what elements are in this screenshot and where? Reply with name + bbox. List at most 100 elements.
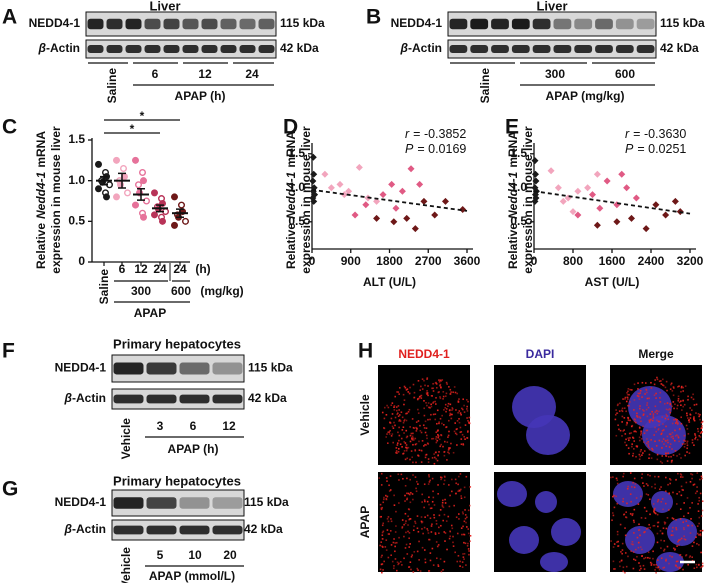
speckle — [422, 532, 424, 535]
x-tick-label: 0 — [531, 254, 538, 268]
speckle — [700, 421, 703, 424]
speckle — [614, 418, 617, 421]
speckle — [646, 397, 649, 400]
speckle — [701, 562, 704, 565]
speckle — [649, 557, 651, 560]
speckle — [634, 418, 637, 421]
speckle — [432, 387, 435, 390]
speckle — [656, 513, 659, 516]
speckle — [412, 383, 415, 386]
speckle — [412, 432, 414, 435]
speckle — [624, 552, 627, 554]
significance-label: * — [130, 122, 135, 136]
speckle — [383, 417, 386, 420]
speckle — [445, 408, 448, 410]
data-point — [596, 204, 604, 212]
speckle — [457, 475, 460, 478]
speckle — [440, 434, 443, 437]
speckle — [699, 413, 701, 416]
speckle — [426, 500, 429, 503]
speckle — [383, 406, 386, 409]
speckle — [672, 401, 675, 403]
speckle — [451, 527, 454, 530]
speckle — [425, 453, 428, 456]
speckle — [630, 432, 633, 434]
stat-annotation: P = 0.0251 — [625, 142, 686, 156]
speckle — [448, 386, 450, 388]
blot-band — [258, 45, 275, 53]
speckle — [653, 511, 656, 514]
blot-band — [179, 497, 210, 509]
speckle — [644, 556, 647, 559]
speckle — [659, 401, 662, 403]
blot-band — [449, 45, 468, 53]
speckle — [411, 493, 414, 495]
data-point — [351, 211, 359, 219]
speckle — [622, 500, 624, 503]
speckle — [389, 475, 392, 477]
speckle — [671, 517, 674, 519]
speckle — [416, 527, 419, 530]
data-point — [373, 214, 381, 222]
speckle — [643, 531, 645, 534]
speckle — [653, 394, 656, 396]
speckle — [650, 564, 653, 566]
speckle — [415, 487, 417, 490]
speckle — [428, 475, 430, 478]
speckle — [417, 530, 420, 533]
speckle — [467, 528, 470, 530]
speckle — [627, 416, 629, 419]
speckle — [654, 405, 657, 408]
blot-band — [595, 18, 613, 30]
speckle — [700, 475, 703, 478]
speckle — [443, 440, 446, 443]
speckle — [412, 529, 415, 532]
speckle — [698, 435, 701, 437]
speckle — [384, 546, 387, 548]
speckle — [465, 399, 468, 401]
speckle — [385, 413, 388, 416]
speckle — [666, 460, 669, 462]
speckle — [441, 414, 443, 417]
speckle — [656, 419, 658, 422]
speckle — [666, 545, 669, 548]
speckle — [420, 516, 423, 518]
speckle — [680, 386, 683, 389]
speckle — [438, 526, 440, 529]
speckle — [410, 568, 412, 571]
speckle — [678, 539, 680, 541]
speckle — [421, 521, 423, 524]
data-point — [150, 189, 158, 197]
speckle — [405, 446, 408, 449]
speckle — [393, 409, 396, 411]
speckle — [699, 492, 702, 495]
dose-label: 300 — [131, 284, 151, 298]
speckle — [635, 497, 638, 499]
speckle — [639, 417, 642, 419]
speckle — [623, 407, 626, 409]
speckle — [394, 542, 397, 544]
blot-label-prefix: β — [64, 391, 73, 405]
speckle — [695, 412, 697, 414]
speckle — [648, 457, 650, 460]
stat-value: = -0.3852 — [413, 127, 466, 141]
speckle — [661, 416, 664, 418]
y-tick-label: 1.0 — [510, 180, 527, 194]
speckle — [674, 449, 677, 452]
speckle — [682, 390, 684, 392]
speckle — [442, 390, 445, 393]
speckle — [452, 541, 454, 544]
speckle — [661, 440, 664, 443]
nucleus — [509, 526, 539, 554]
data-point — [321, 170, 329, 178]
data-point — [355, 163, 363, 171]
speckle — [437, 493, 439, 495]
column-label: NEDD4-1 — [398, 347, 450, 361]
speckle — [468, 422, 471, 425]
lane-label: 20 — [223, 548, 237, 562]
speckle — [638, 569, 641, 571]
speckle — [677, 395, 680, 398]
speckle — [631, 514, 634, 517]
data-point — [390, 218, 398, 226]
data-point — [362, 201, 370, 209]
